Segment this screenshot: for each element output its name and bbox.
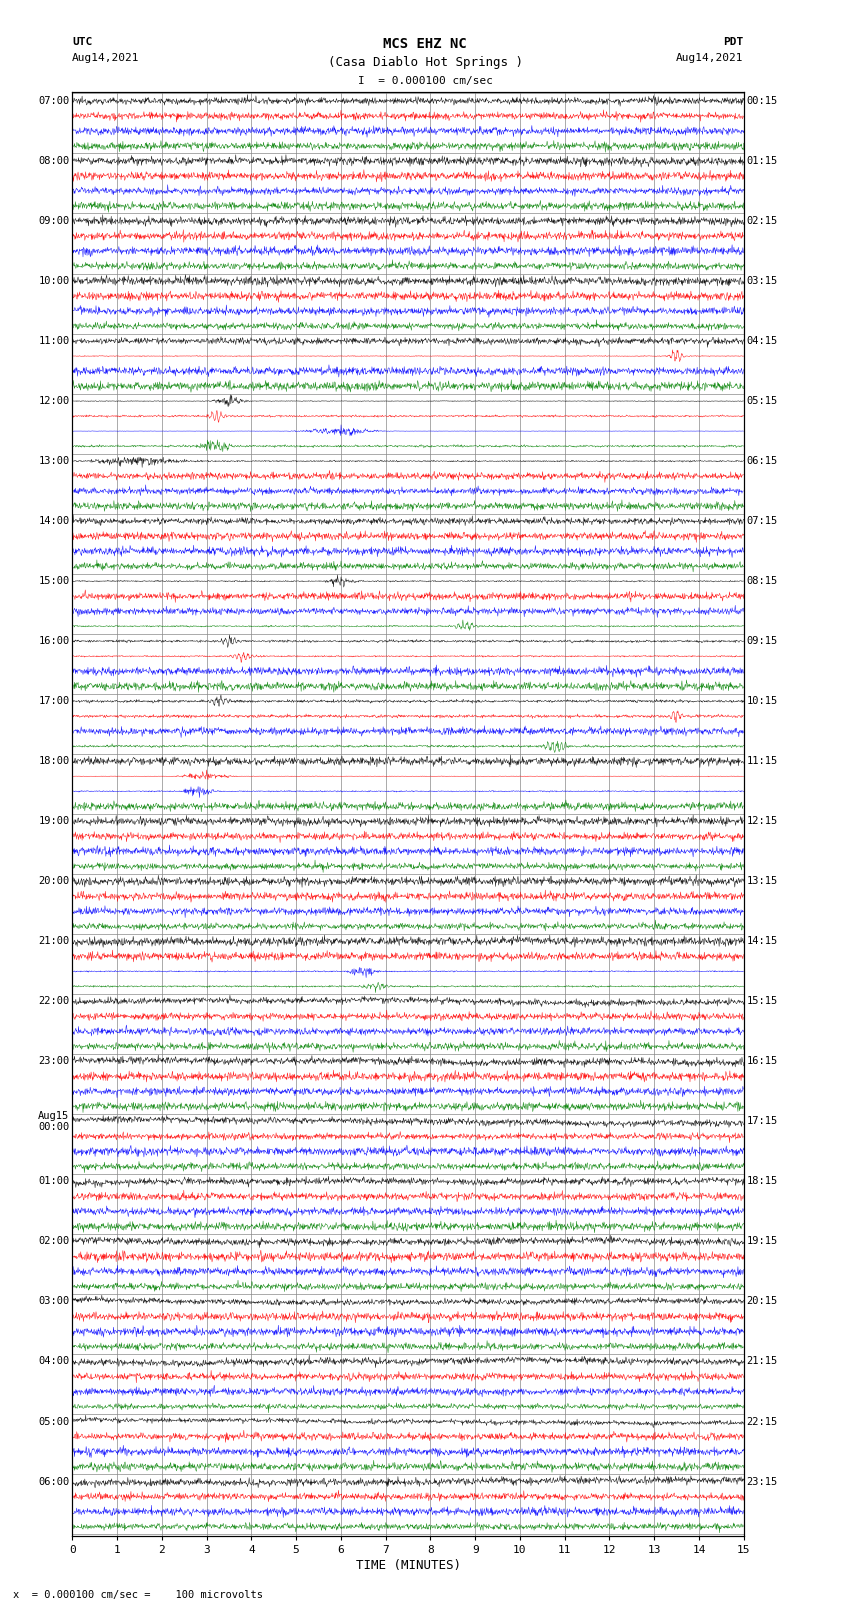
Text: MCS EHZ NC: MCS EHZ NC: [383, 37, 467, 52]
X-axis label: TIME (MINUTES): TIME (MINUTES): [355, 1558, 461, 1571]
Text: x  = 0.000100 cm/sec =    100 microvolts: x = 0.000100 cm/sec = 100 microvolts: [13, 1590, 263, 1600]
Text: Aug14,2021: Aug14,2021: [677, 53, 744, 63]
Text: PDT: PDT: [723, 37, 744, 47]
Text: Aug14,2021: Aug14,2021: [72, 53, 139, 63]
Text: I  = 0.000100 cm/sec: I = 0.000100 cm/sec: [358, 76, 492, 85]
Text: UTC: UTC: [72, 37, 93, 47]
Text: (Casa Diablo Hot Springs ): (Casa Diablo Hot Springs ): [327, 56, 523, 69]
